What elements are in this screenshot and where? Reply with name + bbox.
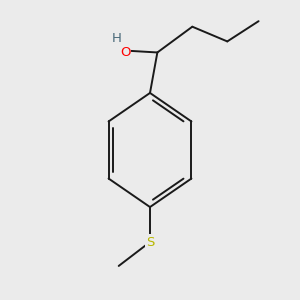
Text: O: O (120, 46, 130, 59)
Text: H: H (112, 32, 122, 45)
Text: S: S (146, 236, 154, 248)
